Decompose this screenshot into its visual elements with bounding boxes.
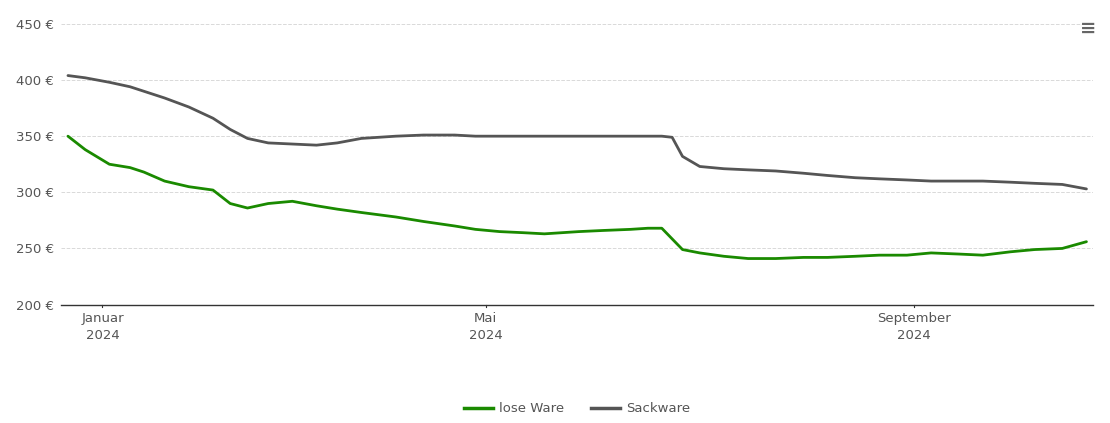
Legend: lose Ware, Sackware: lose Ware, Sackware <box>458 397 696 420</box>
Text: ≡: ≡ <box>1080 19 1097 38</box>
